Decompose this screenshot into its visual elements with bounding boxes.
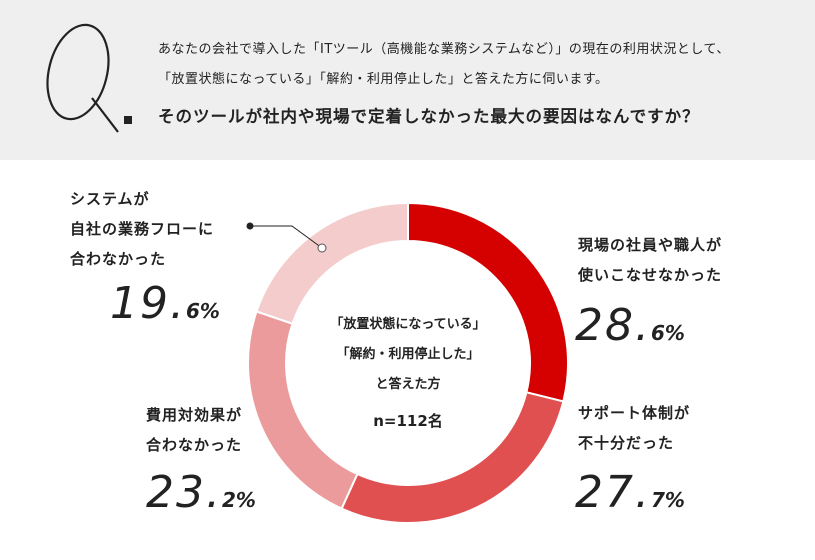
donut-chart: 「放置状態になっている」 「解約・利用停止した」 と答えた方 n=112名 現場… — [0, 160, 815, 560]
center-label: 「放置状態になっている」 「解約・利用停止した」 と答えた方 — [300, 310, 516, 400]
slice-value-4-int: 19. — [110, 278, 186, 329]
slice-label-2: サポート体制が 不十分だった — [578, 398, 690, 458]
leader-dot-end — [317, 243, 327, 253]
leader-line — [250, 225, 323, 249]
slice-value-1-int: 28. — [575, 300, 651, 351]
slice-label-3-line1: 費用対効果が — [146, 406, 243, 424]
slice-label-3: 費用対効果が 合わなかった — [146, 400, 242, 460]
q-mark-icon — [46, 23, 132, 133]
question-intro-line2: 「放置状態になっている」「解約・利用停止した」と答えた方に伺います。 — [158, 72, 609, 87]
slice-value-2-int: 27. — [575, 467, 651, 518]
center-line3: と答えた方 — [375, 377, 441, 392]
slice-value-1: 28.6% — [575, 300, 685, 351]
slice-label-2-line1: サポート体制が — [578, 404, 691, 422]
slice-value-4: 19.6% — [110, 278, 220, 329]
slice-label-1-line1: 現場の社員や職人が — [578, 236, 723, 254]
sample-size: n=112名 — [373, 412, 443, 430]
slice-value-4-dec: 6% — [185, 299, 220, 323]
center-line2: 「解約・利用停止した」 — [336, 347, 480, 362]
question-intro-line1: あなたの会社で導入した「ITツール（高機能な業務システムなど）」の現在の利用状況… — [158, 42, 730, 57]
leader-dot-start — [246, 222, 254, 230]
center-line1: 「放置状態になっている」 — [330, 317, 486, 332]
slice-label-3-line2: 合わなかった — [146, 436, 243, 454]
slice-value-3: 23.2% — [146, 467, 256, 518]
slice-label-4-line3: 合わなかった — [70, 250, 167, 268]
question-header: あなたの会社で導入した「ITツール（高機能な業務システムなど）」の現在の利用状況… — [0, 0, 815, 160]
slice-label-4-line2: 自社の業務フローに — [70, 220, 215, 238]
slice-value-3-dec: 2% — [221, 488, 256, 512]
slice-label-1-line2: 使いこなせなかった — [578, 266, 723, 284]
slice-label-1: 現場の社員や職人が 使いこなせなかった — [578, 230, 722, 290]
slice-value-3-int: 23. — [146, 467, 222, 518]
slice-label-4-line1: システムが — [70, 190, 150, 208]
slice-value-2-dec: 7% — [650, 488, 685, 512]
slice-label-4: システムが 自社の業務フローに 合わなかった — [70, 184, 214, 274]
slice-value-1-dec: 6% — [650, 321, 685, 345]
slice-label-2-line2: 不十分だった — [578, 434, 675, 452]
donut-svg — [246, 201, 569, 524]
question-main: そのツールが社内や現場で定着しなかった最大の要因はなんですか？ — [158, 107, 700, 126]
slice-value-2: 27.7% — [575, 467, 685, 518]
donut-slice-4 — [255, 201, 409, 325]
